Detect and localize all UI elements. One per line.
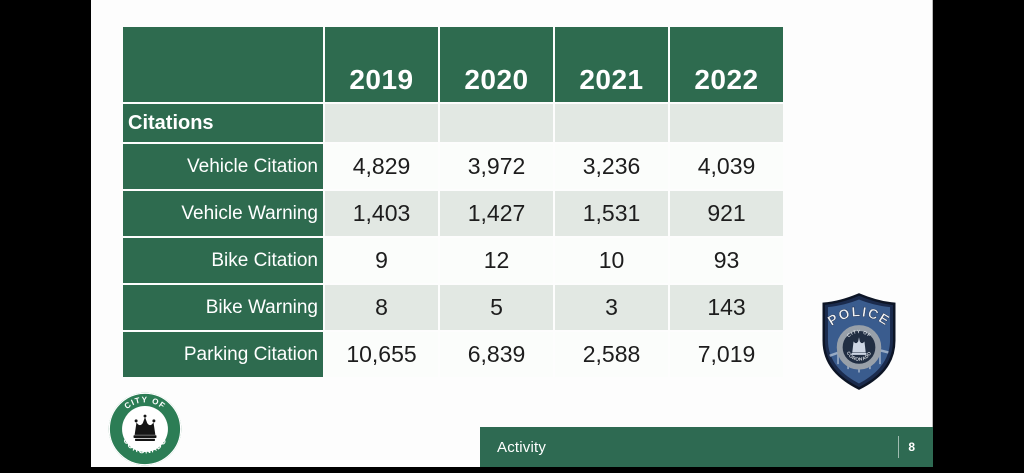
- year-header-2020: 2020: [440, 27, 553, 102]
- page-number: 8: [908, 440, 915, 454]
- coronado-police-badge-logo: CITY OF CORONADO POLICE: [822, 293, 896, 390]
- row-label-bike-warning: Bike Warning: [123, 285, 323, 330]
- footer-bar: Activity 8: [480, 427, 933, 467]
- data-cell-parking-citation-2019: 10,655: [325, 332, 438, 377]
- section-spacer-cell-2022: [670, 104, 783, 142]
- section-label-citations: Citations: [123, 104, 323, 142]
- table-corner-cell: [123, 27, 323, 102]
- data-cell-parking-citation-2020: 6,839: [440, 332, 553, 377]
- footer-divider: [898, 436, 900, 458]
- data-cell-bike-citation-2021: 10: [555, 238, 668, 283]
- data-cell-vehicle-warning-2021: 1,531: [555, 191, 668, 236]
- data-cell-bike-citation-2019: 9: [325, 238, 438, 283]
- crown-icon: [133, 414, 157, 441]
- row-label-parking-citation: Parking Citation: [123, 332, 323, 377]
- year-header-2021: 2021: [555, 27, 668, 102]
- data-cell-bike-citation-2020: 12: [440, 238, 553, 283]
- svg-text:CITY OF: CITY OF: [846, 329, 872, 338]
- data-cell-bike-warning-2020: 5: [440, 285, 553, 330]
- section-spacer-cell-2020: [440, 104, 553, 142]
- data-cell-vehicle-citation-2022: 4,039: [670, 144, 783, 189]
- year-header-2022: 2022: [670, 27, 783, 102]
- footer-section-label: Activity: [497, 438, 547, 456]
- year-header-2019: 2019: [325, 27, 438, 102]
- citations-table: 2019 2020 2021 2022 Citations Vehicle Citatio…: [123, 27, 783, 377]
- footer-page-group: 8: [898, 436, 915, 458]
- data-cell-bike-warning-2021: 3: [555, 285, 668, 330]
- data-cell-bike-warning-2019: 8: [325, 285, 438, 330]
- data-cell-parking-citation-2021: 2,588: [555, 332, 668, 377]
- data-cell-vehicle-warning-2019: 1,403: [325, 191, 438, 236]
- badge-ring-top-text: CITY OF: [846, 329, 871, 338]
- data-cell-bike-warning-2022: 143: [670, 285, 783, 330]
- row-label-bike-citation: Bike Citation: [123, 238, 323, 283]
- section-spacer-cell-2021: [555, 104, 668, 142]
- data-cell-vehicle-citation-2020: 3,972: [440, 144, 553, 189]
- data-cell-vehicle-warning-2022: 921: [670, 191, 783, 236]
- section-spacer-cell-2019: [325, 104, 438, 142]
- data-cell-vehicle-citation-2019: 4,829: [325, 144, 438, 189]
- data-cell-parking-citation-2022: 7,019: [670, 332, 783, 377]
- data-cell-vehicle-warning-2020: 1,427: [440, 191, 553, 236]
- badge-gray-ring: [836, 325, 882, 370]
- city-of-coronado-seal: CITY OF CORONADO: [108, 392, 182, 466]
- row-label-vehicle-citation: Vehicle Citation: [123, 144, 323, 189]
- data-cell-vehicle-citation-2021: 3,236: [555, 144, 668, 189]
- row-label-vehicle-warning: Vehicle Warning: [123, 191, 323, 236]
- badge-crown-icon: [851, 337, 867, 355]
- presentation-slide: 2019 2020 2021 2022 Citations Vehicle Citatio…: [91, 0, 933, 467]
- data-cell-bike-citation-2022: 93: [670, 238, 783, 283]
